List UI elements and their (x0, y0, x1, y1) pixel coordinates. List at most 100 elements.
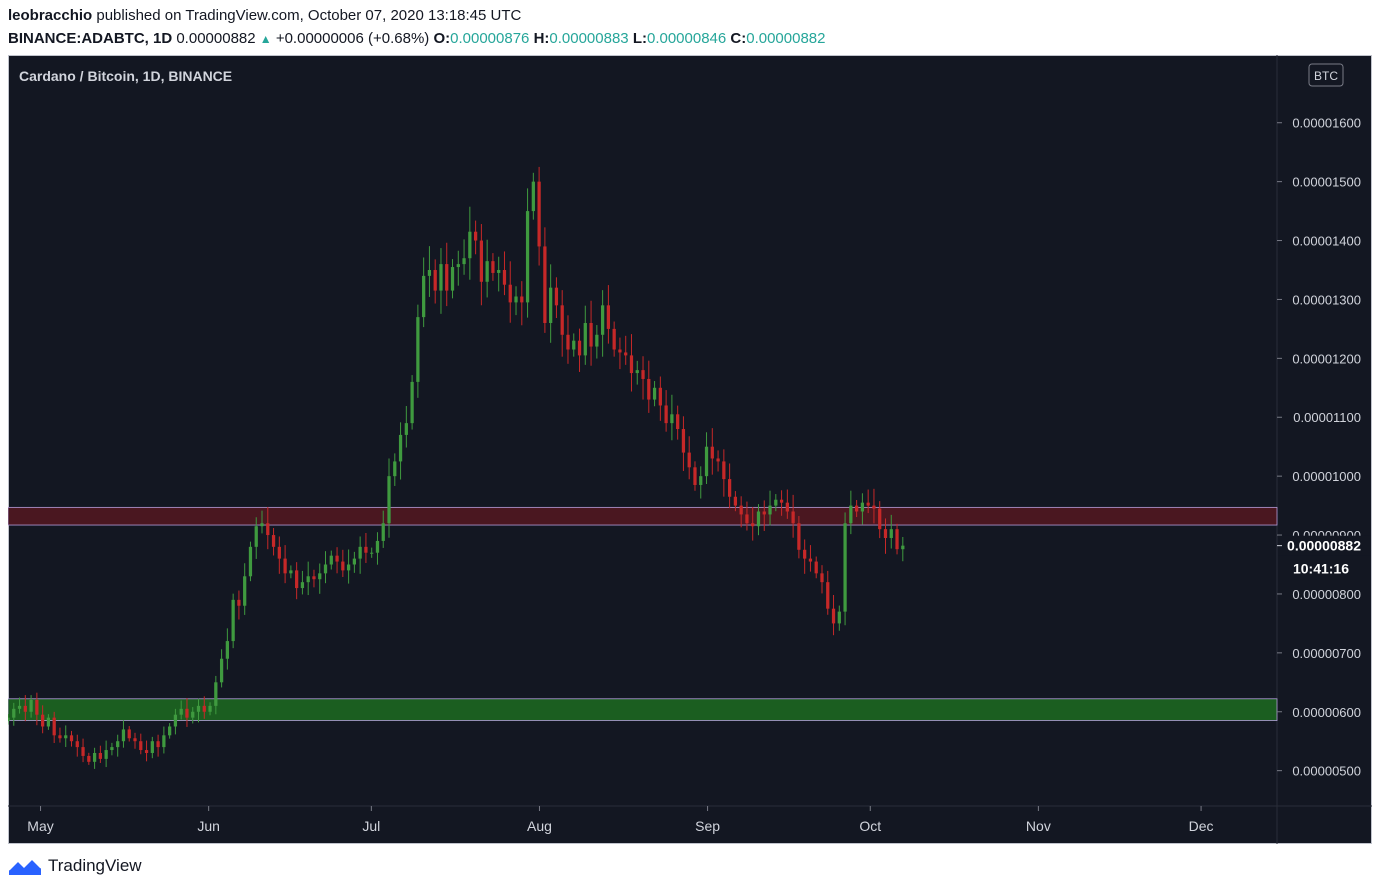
candle-body (895, 529, 899, 550)
candle-body (566, 334, 570, 350)
candle-body (583, 323, 587, 356)
candle-body (751, 523, 755, 527)
candle-body (826, 582, 830, 609)
candle-body (779, 499, 784, 503)
candle-body (381, 523, 385, 541)
candle-body (121, 729, 126, 742)
footer-brand[interactable]: TradingView (48, 856, 142, 875)
candle-body (41, 714, 45, 727)
candle-body (756, 511, 761, 527)
close-value: 0.00000882 (746, 30, 826, 47)
candle-body (525, 211, 530, 303)
candle-body (878, 508, 882, 530)
candle-body (549, 287, 553, 324)
current-price-label: 0.00000882 (1287, 538, 1361, 554)
y-tick-label: 0.00001100 (1293, 410, 1361, 425)
candle-body (820, 573, 824, 583)
candle-body (225, 641, 229, 659)
candle-body (854, 505, 859, 512)
candle-body (439, 264, 443, 291)
candle-body (156, 741, 160, 748)
support-zone (8, 698, 1278, 721)
candle-body (104, 750, 108, 759)
publish-line: leobracchio published on TradingView.com… (8, 7, 521, 24)
candle-body (791, 511, 795, 524)
candle-body (468, 231, 472, 259)
currency-badge-label: BTC (1314, 69, 1338, 83)
candle-body (35, 699, 39, 715)
high-label: H: (533, 30, 550, 47)
candle-body (722, 461, 726, 480)
candle-body (629, 355, 634, 374)
price-change: +0.00000006 (+0.68%) (275, 30, 430, 47)
candle-body (543, 246, 547, 324)
x-tick-label: May (27, 818, 53, 834)
candle-body (658, 387, 662, 406)
candle-body (860, 502, 865, 512)
candle-body (785, 502, 789, 512)
candle-body (8, 717, 10, 722)
candle-body (473, 231, 478, 241)
bar-countdown: 10:41:16 (1293, 561, 1349, 577)
tradingview-logo-icon[interactable] (8, 856, 42, 876)
y-tick-label: 0.00001200 (1292, 351, 1361, 366)
candle-body (624, 352, 628, 356)
candle-body (341, 561, 345, 571)
candle-body (485, 261, 489, 282)
candle-body (133, 738, 137, 742)
candle-body (271, 535, 276, 547)
open-label: O: (433, 30, 451, 47)
candle-body (277, 546, 281, 559)
y-tick-label: 0.00001000 (1292, 469, 1361, 484)
y-tick-label: 0.00000700 (1292, 646, 1361, 661)
y-tick-label: 0.00000500 (1292, 764, 1361, 779)
candle-body (173, 714, 178, 727)
candle-body (162, 735, 166, 748)
candle-body (774, 499, 778, 506)
candle-body (364, 546, 368, 553)
candle-body (185, 708, 189, 718)
currency-badge[interactable] (1308, 63, 1344, 87)
y-tick-label: 0.00000600 (1292, 705, 1361, 720)
candle-body (52, 717, 56, 736)
candle-body (196, 705, 201, 712)
candle-body (427, 269, 432, 276)
candle-body (295, 570, 299, 589)
y-tick-label: 0.00000800 (1292, 587, 1361, 602)
candle-body (352, 558, 357, 565)
candle-body (214, 682, 218, 706)
candle-body (572, 340, 576, 350)
candle-body (716, 458, 720, 462)
candle-body (58, 735, 62, 739)
candle-body (803, 549, 807, 559)
candle-body (23, 705, 27, 712)
candle-body (312, 576, 316, 580)
candle-body (248, 546, 253, 577)
candle-body (554, 287, 559, 306)
current-price-box (1278, 535, 1371, 556)
candle-body (64, 735, 68, 739)
candle-body (450, 267, 455, 291)
candle-body (266, 523, 270, 536)
candle-body (393, 461, 397, 477)
candle-body (641, 370, 645, 379)
candle-body (681, 429, 686, 453)
candle-body (837, 611, 841, 624)
candle-body (416, 317, 420, 382)
candle-body (346, 564, 351, 571)
candle-body (98, 752, 102, 759)
candle-body (560, 305, 564, 335)
candle-body (508, 284, 512, 303)
candle-body (606, 305, 611, 329)
candle-body (75, 741, 79, 748)
candle-body (139, 741, 143, 751)
candle-body (422, 275, 426, 318)
author-name[interactable]: leobracchio (8, 7, 93, 24)
price-chart[interactable]: Cardano / Bitcoin, 1D, BINANCE BTC 0.00001… (8, 55, 1372, 844)
candle-body (612, 328, 616, 350)
candle-body (589, 323, 593, 347)
candle-body (491, 261, 495, 273)
candle-body (537, 181, 541, 247)
candle-body (231, 599, 235, 642)
candle-body (202, 705, 206, 712)
